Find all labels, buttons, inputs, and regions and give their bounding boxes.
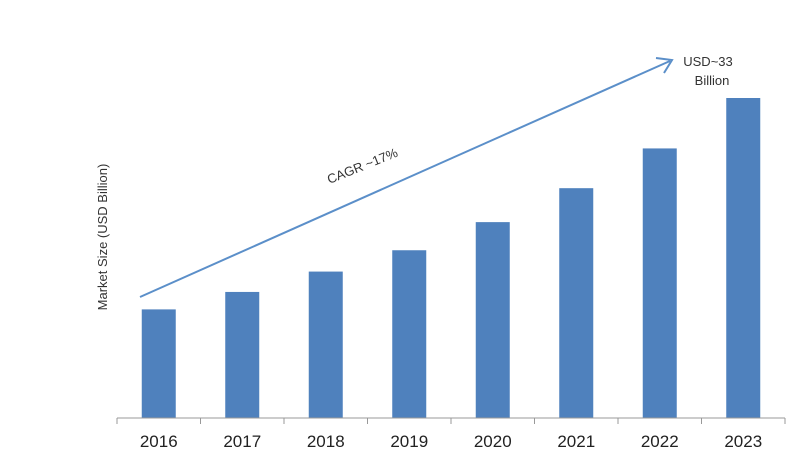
- x-tick-label: 2016: [140, 432, 178, 451]
- end-value-label-line1: USD~33: [683, 54, 733, 69]
- end-value-label-line2: Billion: [695, 73, 730, 88]
- bar-2023: [726, 98, 761, 418]
- x-tick-label: 2022: [641, 432, 679, 451]
- bar-2020: [475, 222, 510, 418]
- bar-2018: [308, 271, 343, 418]
- bar-2016: [141, 309, 176, 418]
- x-tick-label: 2019: [390, 432, 428, 451]
- cagr-arrow: [139, 60, 671, 298]
- bar-2021: [559, 188, 594, 418]
- x-tick-label: 2018: [307, 432, 345, 451]
- x-tick-label: 2020: [474, 432, 512, 451]
- bars: [141, 98, 761, 418]
- cagr-arrowhead: [655, 57, 674, 74]
- x-tick-label: 2021: [557, 432, 595, 451]
- bar-2022: [642, 148, 677, 418]
- cagr-label: CAGR ~17%: [325, 145, 400, 187]
- x-tick-label: 2017: [223, 432, 261, 451]
- bar-2017: [225, 291, 260, 418]
- y-axis-label: Market Size (USD Billion): [95, 164, 110, 311]
- x-ticks: 2016 2017 2018 2019 2020 2021 2022 2023: [116, 418, 786, 451]
- x-tick-label: 2023: [724, 432, 762, 451]
- bar-2019: [392, 250, 427, 418]
